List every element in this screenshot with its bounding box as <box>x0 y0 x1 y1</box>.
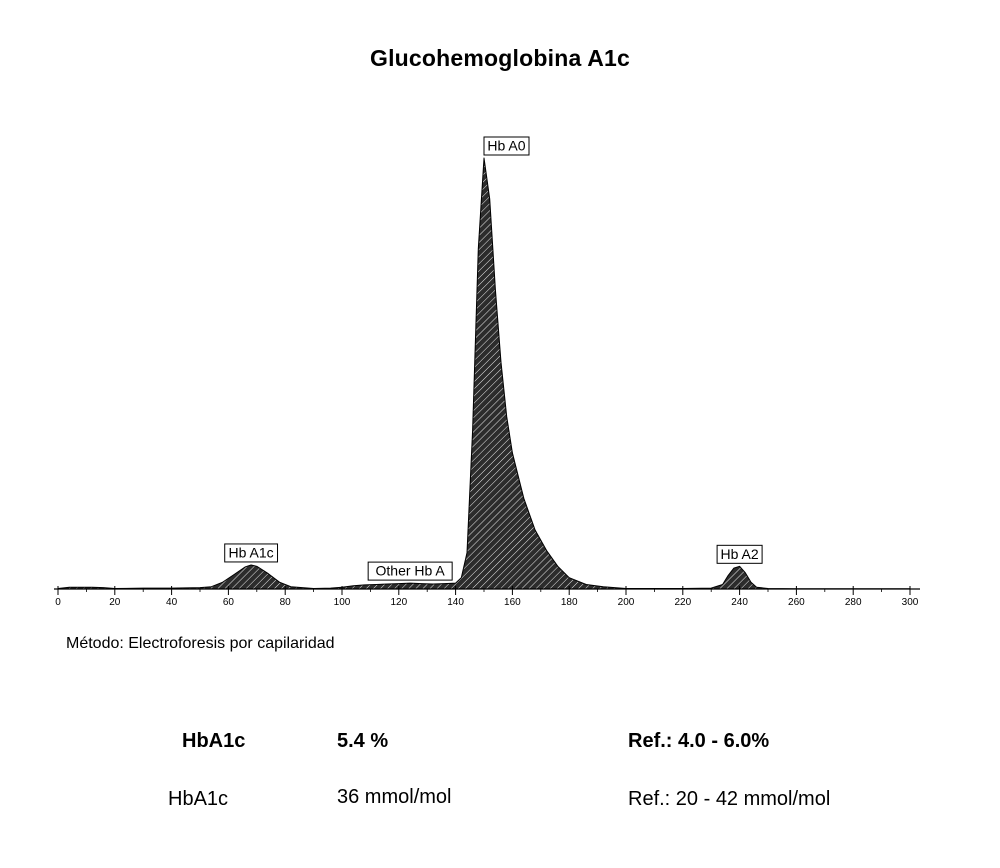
peak-label-box <box>483 136 530 156</box>
x-tick-label: 180 <box>561 597 578 608</box>
x-tick-label: 60 <box>223 597 235 608</box>
trace-area <box>57 157 911 590</box>
result-1-value: 5.4 % <box>337 730 389 752</box>
x-tick-label: 120 <box>390 597 407 608</box>
peak-label-box <box>716 544 763 564</box>
x-tick-label: 100 <box>334 597 351 608</box>
chart-title: Glucohemoglobina A1c <box>369 45 630 71</box>
peak-label-box <box>224 543 279 563</box>
peak-label-box <box>367 561 453 581</box>
result-2-analyte: HbA1c <box>168 788 229 810</box>
peak-label: Hb A2 <box>721 546 759 562</box>
x-tick-label: 260 <box>788 597 805 608</box>
result-1-analyte: HbA1c <box>182 730 246 752</box>
x-tick-label: 220 <box>674 597 691 608</box>
x-tick-label: 40 <box>166 597 178 608</box>
peak-label: Hb A1c <box>229 544 274 560</box>
x-tick-label: 280 <box>845 597 862 608</box>
method-note: Método: Electroforesis por capilaridad <box>66 635 335 652</box>
x-tick-label: 140 <box>447 597 464 608</box>
x-tick-label: 0 <box>55 597 61 608</box>
x-tick-label: 200 <box>618 597 635 608</box>
electropherogram-chart: 0 20 40 60 80 100 120 140 160 180 200 220 240 260 280 3… <box>54 136 920 608</box>
peak-label: Other Hb A <box>376 563 446 579</box>
x-tick-label: 160 <box>504 597 521 608</box>
peak-label: Hb A0 <box>487 138 525 154</box>
result-2-value: 36 mmol/mol <box>337 786 452 808</box>
x-tick-label: 80 <box>280 597 292 608</box>
x-tick-label: 20 <box>109 597 121 608</box>
result-1-reference: Ref.: 4.0 - 6.0% <box>628 730 770 752</box>
x-tick-label: 240 <box>731 597 748 608</box>
result-2-reference: Ref.: 20 - 42 mmol/mol <box>628 788 831 810</box>
x-tick-label: 300 <box>902 597 919 608</box>
